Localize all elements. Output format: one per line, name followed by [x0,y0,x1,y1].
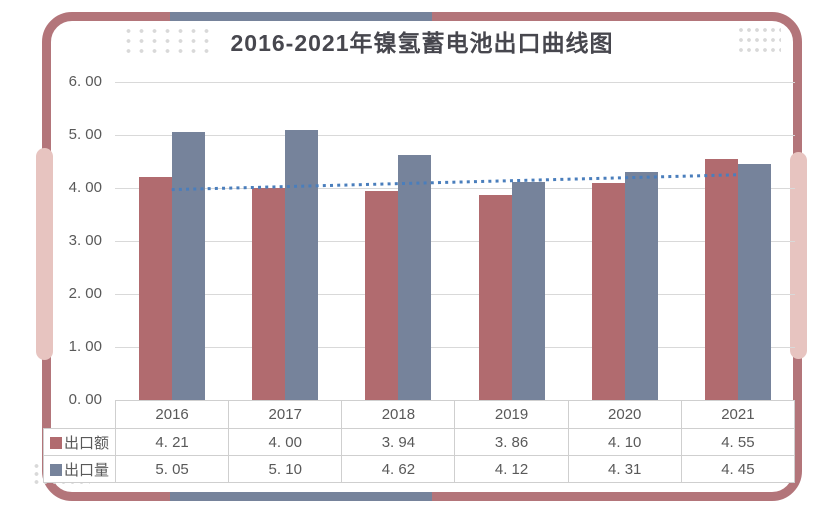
bar-export-value-2021 [705,158,739,400]
bar-export-value-2017 [252,188,285,400]
bar-export-value-2020 [592,182,625,400]
table-row-export-value: 出口额 4. 21 4. 00 3. 94 3. 86 4. 10 4. 55 [43,428,796,456]
year-header-2021: 2021 [680,400,796,429]
year-header-2019: 2019 [454,400,569,429]
bar-export-value-2018 [365,191,399,400]
chart-title: 2016-2021年镍氢蓄电池出口曲线图 [230,30,614,56]
y-tick-label: 6. 00 [68,73,102,90]
bar-export-value-2019 [478,195,512,400]
border-segment-top-blue [170,12,432,21]
table-row-export-volume: 出口量 5. 05 5. 10 4. 62 4. 12 4. 31 4. 45 [43,455,796,483]
cell-export-value-2017: 4. 00 [228,428,343,456]
dot-grid-top-left [122,26,215,57]
cell-export-volume-2020: 4. 31 [567,455,682,483]
year-header-2017: 2017 [228,400,343,429]
cell-export-value-2016: 4. 21 [114,428,230,456]
bar-export-volume-2020 [625,171,658,400]
y-tick-label: 5. 00 [68,126,102,143]
legend-swatch-export-value [49,436,62,449]
cell-export-volume-2016: 5. 05 [114,455,230,483]
gridline [115,294,795,295]
y-tick-label: 3. 00 [68,232,102,249]
legend-swatch-export-volume [49,463,62,476]
table-corner-cell [44,401,116,429]
dot-grid-top-right [737,25,781,56]
bar-export-volume-2021 [738,164,772,400]
bar-export-volume-2019 [511,181,545,400]
series-name-export-value: 出口额 [63,434,109,452]
bar-export-volume-2016 [171,132,205,400]
y-tick-label: 2. 00 [68,285,102,302]
year-header-2018: 2018 [341,400,456,429]
cell-export-volume-2018: 4. 62 [341,455,456,483]
y-tick-label: 4. 00 [68,179,102,196]
border-segment-bottom-blue [170,492,432,501]
trendline [171,173,739,192]
cell-export-value-2019: 3. 86 [454,428,569,456]
data-table: 2016 2017 2018 2019 2020 2021 出口额 4. 21 4. 00 3.… [43,400,796,483]
y-tick-label: 1. 00 [68,338,102,355]
bar-export-volume-2017 [285,129,318,400]
gridline [115,135,795,136]
gridline [115,347,795,348]
cell-export-volume-2017: 5. 10 [228,455,343,483]
cell-export-value-2018: 3. 94 [341,428,456,456]
bar-export-volume-2018 [398,155,432,400]
cell-export-value-2021: 4. 55 [680,428,796,456]
year-header-2020: 2020 [567,400,682,429]
accent-bar-left [36,148,53,360]
y-tick-label: 0. 00 [68,391,102,408]
y-axis: 0. 00 1. 00 2. 00 3. 00 4. 00 5. 00 6. 00 [30,0,102,408]
gridline [115,241,795,242]
cell-export-volume-2019: 4. 12 [454,455,569,483]
row-label-export-value: 出口额 [43,428,116,456]
year-header-2016: 2016 [114,400,230,429]
gridline [115,188,795,189]
series-name-export-volume: 出口量 [63,461,109,479]
row-label-export-volume: 出口量 [43,455,116,483]
table-header-row: 2016 2017 2018 2019 2020 2021 [44,400,796,429]
cell-export-volume-2021: 4. 45 [680,455,796,483]
gridline [115,82,795,83]
bar-export-value-2016 [138,176,172,400]
accent-bar-right [790,152,807,359]
cell-export-value-2020: 4. 10 [567,428,682,456]
plot-area [115,0,795,400]
trendline-dotted [171,173,739,192]
